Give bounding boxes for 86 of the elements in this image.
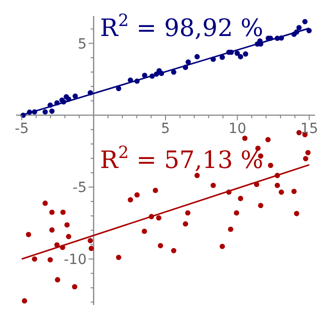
- point: [148, 214, 154, 220]
- point: [88, 90, 93, 96]
- point: [66, 234, 72, 240]
- point: [194, 54, 200, 60]
- point: [226, 189, 232, 195]
- point: [228, 226, 234, 232]
- point: [158, 242, 164, 248]
- point: [54, 242, 60, 248]
- point: [185, 210, 190, 216]
- annotation: R$^{2}$ = 98,92 %: [100, 10, 264, 42]
- point: [116, 254, 122, 260]
- point: [66, 96, 72, 102]
- point: [182, 221, 188, 227]
- point: [152, 188, 158, 194]
- point: [54, 100, 60, 106]
- point: [274, 182, 280, 188]
- point: [258, 202, 264, 208]
- point: [134, 192, 140, 198]
- point: [186, 59, 191, 65]
- y-tick-label: 5: [78, 36, 87, 52]
- y-tick-label: -10: [64, 252, 87, 268]
- point: [142, 228, 148, 234]
- point: [171, 248, 176, 254]
- point: [128, 197, 134, 202]
- point: [128, 77, 134, 83]
- point: [171, 69, 176, 75]
- point: [72, 93, 78, 99]
- point: [20, 112, 26, 118]
- point: [234, 210, 240, 216]
- point: [22, 298, 28, 304]
- point: [238, 54, 244, 60]
- annotation: R$^{2}$ = 57,13 %: [100, 142, 264, 174]
- point: [268, 162, 274, 168]
- point: [294, 29, 300, 35]
- point: [72, 284, 78, 290]
- point: [294, 210, 300, 216]
- point: [64, 222, 70, 228]
- point: [134, 78, 140, 84]
- point: [49, 108, 55, 114]
- point: [305, 150, 311, 156]
- point: [49, 210, 55, 215]
- x-tick-label: 15: [300, 121, 318, 138]
- point: [210, 56, 216, 62]
- point: [296, 25, 302, 30]
- point: [32, 256, 38, 262]
- point: [149, 73, 155, 79]
- point: [194, 172, 200, 178]
- point: [116, 86, 122, 92]
- point: [242, 136, 248, 141]
- point: [48, 102, 53, 108]
- point: [278, 35, 284, 41]
- point: [88, 238, 93, 244]
- point: [296, 130, 302, 136]
- point: [278, 189, 284, 195]
- x-tick-label: -5: [14, 121, 29, 138]
- y-tick-label: -5: [72, 180, 87, 196]
- point: [42, 109, 48, 115]
- point: [54, 277, 60, 282]
- point: [142, 72, 148, 78]
- point: [274, 172, 280, 178]
- x-tick-label: 10: [228, 121, 246, 138]
- point: [156, 215, 162, 221]
- point: [26, 232, 32, 238]
- point: [303, 156, 308, 162]
- point: [60, 210, 66, 215]
- point: [220, 244, 225, 249]
- point: [238, 196, 244, 202]
- point: [182, 64, 188, 70]
- point: [265, 137, 271, 142]
- point: [60, 244, 66, 250]
- point: [210, 182, 216, 188]
- point: [32, 109, 38, 115]
- x-tick-label: 5: [161, 121, 170, 138]
- point: [88, 246, 94, 251]
- point: [242, 51, 248, 57]
- point: [48, 257, 53, 262]
- point: [234, 50, 240, 56]
- point: [291, 188, 297, 194]
- point: [254, 182, 260, 188]
- point: [42, 200, 48, 206]
- point: [26, 110, 32, 115]
- point: [306, 28, 312, 34]
- point: [302, 18, 308, 24]
- point: [158, 70, 164, 76]
- point: [49, 227, 55, 233]
- point: [220, 54, 225, 60]
